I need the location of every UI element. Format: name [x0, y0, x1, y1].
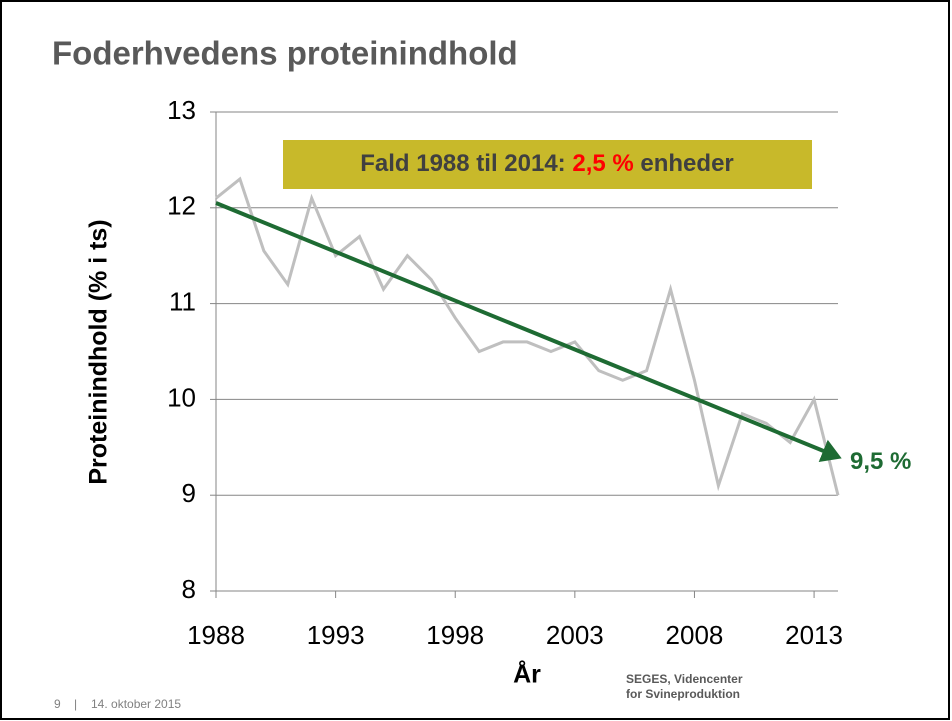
page-number: 9 [54, 697, 61, 711]
y-tick-label: 13 [167, 95, 196, 125]
annotation-part: enheder [634, 150, 734, 177]
source-line: SEGES, Videncenter [626, 672, 743, 686]
chart-title: Foderhvedens proteinindhold [52, 35, 518, 72]
y-axis-label: Proteinindhold (% i ts) [85, 219, 113, 484]
x-tick-label: 2003 [546, 620, 604, 650]
x-tick-label: 1988 [187, 620, 245, 650]
trend-line [215, 201, 842, 462]
x-tick-label: 1993 [307, 620, 365, 650]
footer-date: 14. oktober 2015 [91, 697, 181, 711]
y-tick-label: 8 [182, 574, 196, 604]
x-tick-label: 2008 [666, 620, 724, 650]
y-tick-label: 10 [167, 382, 196, 412]
source-line: for Svineproduktion [626, 687, 740, 701]
x-axis-label: År [513, 660, 541, 689]
annotation-box [283, 140, 812, 189]
annotation-part: Fald 1988 til 2014: [360, 150, 572, 177]
y-tick-label: 11 [169, 286, 196, 316]
data-line [215, 176, 840, 496]
annotation-part: 2,5 % [572, 150, 633, 177]
footer-separator: | [74, 697, 77, 711]
y-tick-label: 12 [167, 191, 196, 221]
annotation-text: Fald 1988 til 2014: 2,5 % enheder [360, 150, 734, 177]
x-tick-label: 2013 [785, 620, 843, 650]
x-tick-label: 1998 [426, 620, 484, 650]
trend-label: 9,5 % [850, 448, 911, 475]
y-tick-label: 9 [182, 478, 196, 508]
